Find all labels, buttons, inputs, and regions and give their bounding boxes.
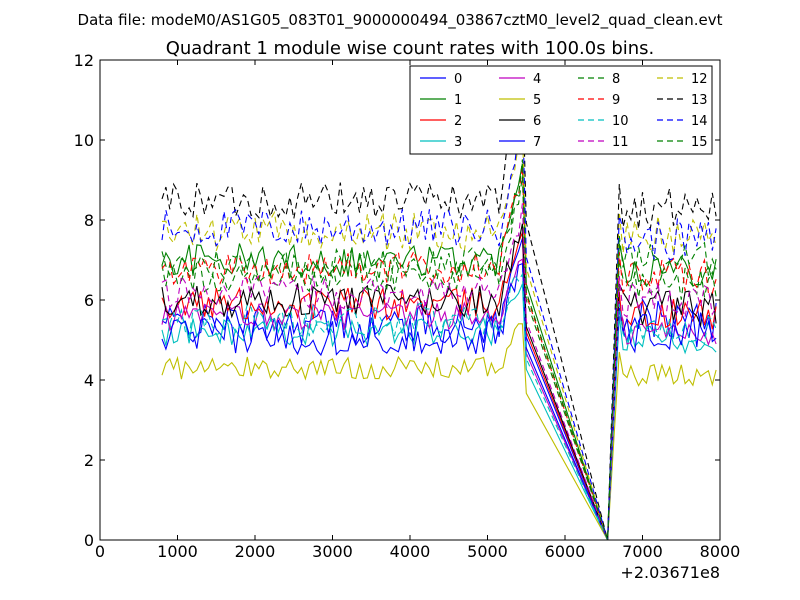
legend-label: 1: [454, 93, 462, 108]
y-tick-label: 4: [84, 371, 94, 390]
y-tick-label: 10: [74, 131, 94, 150]
x-tick-label: 0: [95, 542, 105, 561]
plot-lines: [161, 71, 717, 540]
series-line-12: [161, 126, 717, 540]
legend-label: 7: [533, 135, 541, 150]
x-tick-label: 7000: [622, 542, 663, 561]
legend-box: [409, 65, 713, 155]
y-tick-label: 6: [84, 291, 94, 310]
legend-label: 15: [691, 135, 708, 150]
axis-ticks: 0 1000 2000 3000 4000 5000 6000 7000 80000246810…: [74, 51, 741, 561]
legend-label: 9: [612, 93, 620, 108]
x-tick-label: 2000: [235, 542, 276, 561]
x-tick-label: 4000: [390, 542, 431, 561]
legend-label: 5: [533, 93, 541, 108]
legend-label: 4: [533, 72, 541, 87]
series-line-10: [161, 272, 717, 540]
y-tick-label: 12: [74, 51, 94, 70]
legend-label: 6: [533, 114, 541, 129]
series-line-5: [161, 323, 717, 540]
legend-label: 12: [691, 72, 708, 87]
series-line-7: [161, 262, 717, 540]
y-tick-label: 0: [84, 531, 94, 550]
series-line-3: [161, 283, 717, 540]
x-tick-label: 1000: [157, 542, 198, 561]
legend-label: 2: [454, 114, 462, 129]
series-line-2: [161, 232, 717, 540]
x-offset-label: +2.03671e8: [620, 563, 720, 582]
series-line-0: [161, 238, 717, 540]
series-line-11: [161, 203, 717, 540]
x-tick-label: 8000: [700, 542, 741, 561]
series-line-4: [161, 258, 717, 540]
data-file-suptitle: Data file: modeM0/AS1G05_083T01_90000004…: [78, 11, 723, 30]
legend-label: 11: [612, 135, 629, 150]
y-tick-label: 2: [84, 451, 94, 470]
x-tick-label: 6000: [545, 542, 586, 561]
legend-label: 0: [454, 72, 462, 87]
legend-label: 13: [691, 93, 708, 108]
series-line-1: [161, 163, 717, 540]
x-tick-label: 3000: [312, 542, 353, 561]
series-line-14: [161, 104, 717, 540]
legend-label: 3: [454, 135, 462, 150]
legend-label: 8: [612, 72, 620, 87]
y-tick-label: 8: [84, 211, 94, 230]
legend-label: 10: [612, 114, 629, 129]
series-line-9: [161, 166, 717, 540]
x-tick-label: 5000: [467, 542, 508, 561]
series-line-8: [161, 176, 717, 540]
series-line-6: [161, 223, 717, 540]
series-line-13: [161, 71, 717, 540]
chart-title: Quadrant 1 module wise count rates with …: [166, 38, 655, 59]
legend-label: 14: [691, 114, 708, 129]
